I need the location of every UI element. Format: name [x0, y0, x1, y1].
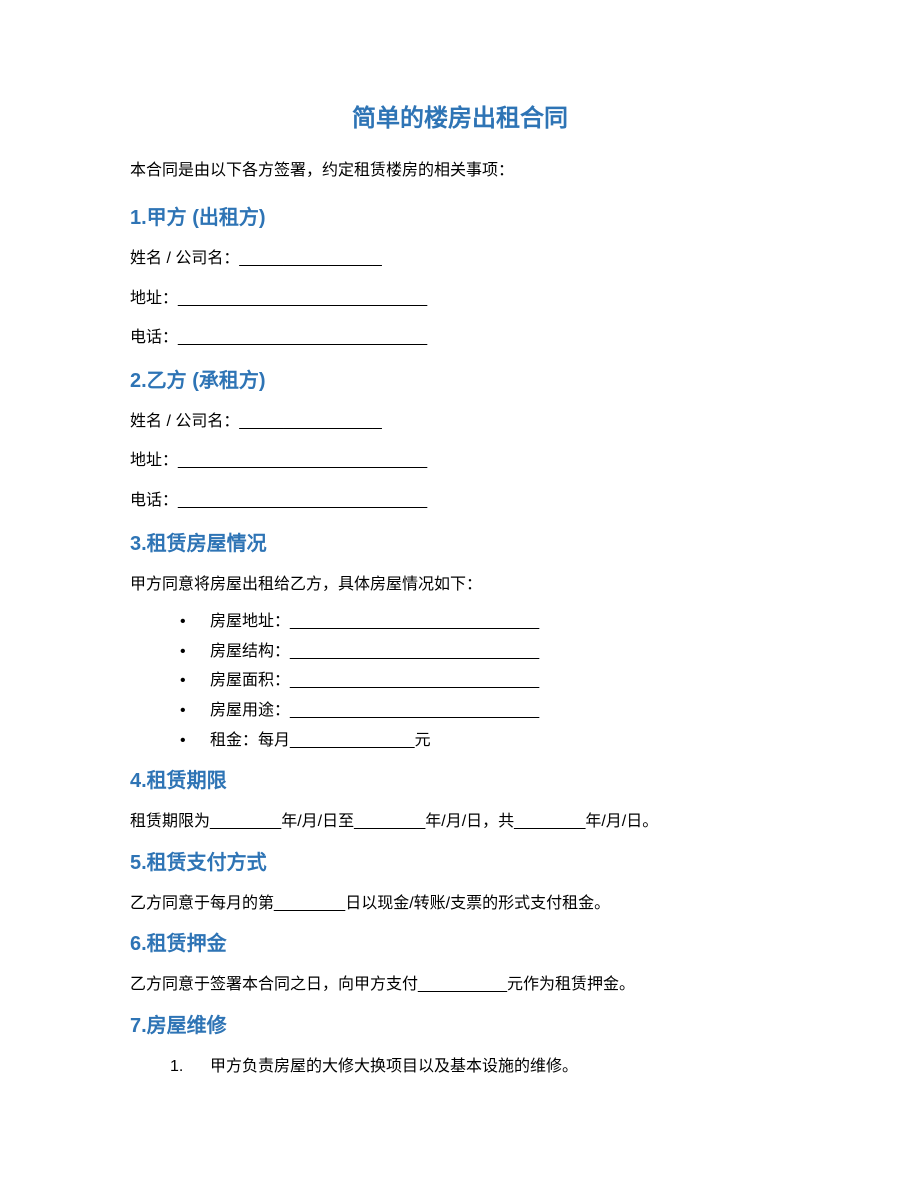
- list-item: 租金：每月______________元: [210, 728, 790, 754]
- list-item: 房屋地址：____________________________: [210, 609, 790, 635]
- section-1-heading: 1.甲方 (出租方): [130, 202, 790, 234]
- party-b-name: 姓名 / 公司名：________________: [130, 409, 790, 435]
- property-details-list: 房屋地址：____________________________ 房屋结构：_…: [130, 609, 790, 753]
- section-4-heading: 4.租赁期限: [130, 765, 790, 797]
- list-item-number: 1.: [170, 1054, 183, 1080]
- section-2-heading: 2.乙方 (承租方): [130, 365, 790, 397]
- list-item: 房屋用途：____________________________: [210, 698, 790, 724]
- section-7-heading: 7.房屋维修: [130, 1010, 790, 1042]
- section-6-heading: 6.租赁押金: [130, 928, 790, 960]
- list-item: 房屋面积：____________________________: [210, 668, 790, 694]
- intro-text: 本合同是由以下各方签署，约定租赁楼房的相关事项：: [130, 158, 790, 184]
- party-b-phone: 电话：____________________________: [130, 488, 790, 514]
- party-a-address: 地址：____________________________: [130, 286, 790, 312]
- section-4-body: 租赁期限为________年/月/日至________年/月/日，共______…: [130, 809, 790, 835]
- list-item: 1. 甲方负责房屋的大修大换项目以及基本设施的维修。: [210, 1054, 790, 1080]
- maintenance-list: 1. 甲方负责房屋的大修大换项目以及基本设施的维修。: [130, 1054, 790, 1080]
- section-3-heading: 3.租赁房屋情况: [130, 528, 790, 560]
- list-item: 房屋结构：____________________________: [210, 639, 790, 665]
- section-5-heading: 5.租赁支付方式: [130, 847, 790, 879]
- party-a-name: 姓名 / 公司名：________________: [130, 246, 790, 272]
- list-item-text: 甲方负责房屋的大修大换项目以及基本设施的维修。: [210, 1058, 578, 1075]
- document-title: 简单的楼房出租合同: [130, 100, 790, 138]
- party-a-phone: 电话：____________________________: [130, 325, 790, 351]
- party-b-address: 地址：____________________________: [130, 448, 790, 474]
- section-6-body: 乙方同意于签署本合同之日，向甲方支付__________元作为租赁押金。: [130, 972, 790, 998]
- section-3-intro: 甲方同意将房屋出租给乙方，具体房屋情况如下：: [130, 572, 790, 598]
- section-5-body: 乙方同意于每月的第________日以现金/转账/支票的形式支付租金。: [130, 891, 790, 917]
